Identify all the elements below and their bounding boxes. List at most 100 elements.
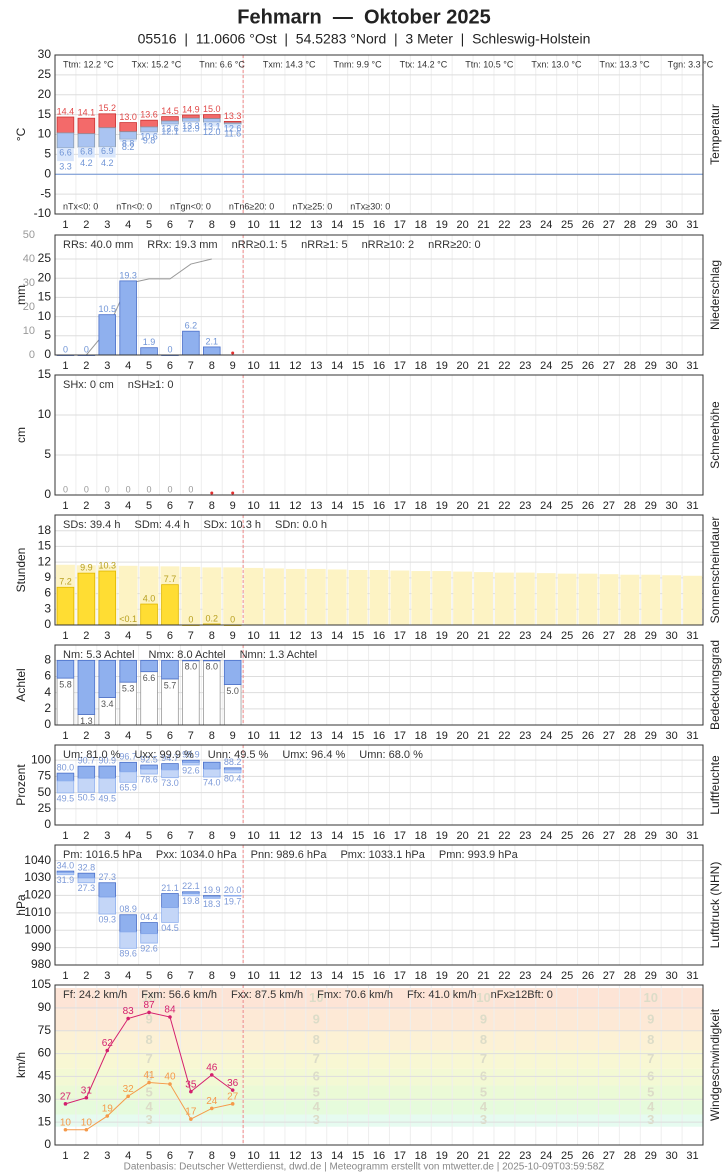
day-label: 3: [104, 830, 110, 842]
day-label: 9: [230, 360, 236, 372]
mean-point: [189, 1117, 193, 1121]
min-label: 18.3: [203, 899, 221, 909]
day-label: 15: [352, 730, 364, 742]
day-label: 8: [209, 500, 215, 512]
value-label: 7.2: [59, 577, 72, 587]
beaufort-label: 5: [480, 1085, 487, 1100]
side-label: Sonnenscheindauer: [708, 517, 722, 624]
stat: Tnm: 9.9 °C: [334, 59, 383, 69]
max-label: 13.6: [140, 110, 158, 120]
gust-point: [84, 1095, 89, 1100]
min-label: 78.6: [140, 774, 158, 784]
day-label: 7: [188, 360, 194, 372]
gust-point: [209, 1073, 214, 1077]
day-label: 28: [624, 500, 636, 512]
day-label: 5: [146, 630, 152, 642]
y-tick-label: 0: [44, 817, 51, 831]
day-label: 12: [289, 1150, 301, 1162]
temp-max: [77, 117, 96, 135]
day-label: 4: [125, 219, 131, 231]
stat: Ffx: 41.0 km/h: [407, 989, 477, 1001]
y2-tick-label: 50: [23, 229, 35, 241]
panel-frame: [54, 54, 704, 215]
day-label: 31: [686, 219, 698, 231]
gust-label: 62: [102, 1038, 114, 1049]
day-label: 11: [269, 219, 280, 231]
range-upper: [161, 893, 179, 909]
day-label: 1: [62, 830, 68, 842]
beaufort-band: [55, 1114, 703, 1127]
day-label: 14: [331, 360, 343, 372]
day-label: 14: [331, 1150, 343, 1162]
max-label: 08.9: [119, 904, 137, 914]
day-label: 15: [352, 219, 364, 231]
day-label: 19: [436, 500, 448, 512]
y-tick-label: 1010: [24, 905, 51, 919]
day-label: 28: [624, 360, 636, 372]
stat: Tnn: 6.6 °C: [199, 59, 245, 69]
beaufort-band: [55, 1100, 703, 1115]
day-label: 19: [436, 1150, 448, 1162]
stat: Txn: 13.0 °C: [531, 59, 582, 69]
value-label: 0: [126, 484, 131, 494]
day-label: 27: [603, 500, 615, 512]
day-label: 22: [498, 360, 510, 372]
possible-bar: [620, 574, 640, 625]
min-label: 19.8: [182, 896, 200, 906]
day-label: 5: [146, 1150, 152, 1162]
stat: Nm: 5.3 Achtel: [63, 649, 135, 661]
min-label: 6.9: [101, 146, 114, 156]
panel: [55, 745, 703, 825]
ground-label: 9.8: [143, 136, 156, 146]
possible-bar: [515, 572, 535, 625]
side-label: Temperatur: [708, 104, 722, 165]
day-label: 25: [561, 219, 573, 231]
day-label: 9: [230, 830, 236, 842]
day-label: 5: [146, 219, 152, 231]
day-label: 24: [540, 219, 552, 231]
y-tick-label: 15: [38, 1114, 52, 1128]
day-label: 30: [666, 360, 678, 372]
day-label: 3: [104, 970, 110, 982]
day-label: 22: [498, 1150, 510, 1162]
bar: [77, 572, 96, 626]
min-label: 50.5: [78, 793, 96, 803]
day-label: 23: [519, 970, 531, 982]
day-label: 6: [167, 830, 173, 842]
gust-label: 27: [60, 1091, 72, 1102]
day-label: 12: [289, 830, 301, 842]
clear-bar: [161, 659, 179, 680]
possible-bar: [348, 570, 368, 625]
day-label: 27: [603, 219, 615, 231]
value-label: 4.0: [143, 593, 156, 603]
range-upper: [119, 761, 137, 773]
side-label: Schneehöhe: [708, 401, 722, 469]
y-axis-label: Achtel: [14, 668, 28, 701]
min-label: 80.4: [224, 773, 242, 783]
missing-dot: [210, 491, 214, 495]
gust-label: 31: [81, 1085, 93, 1096]
value-label: 0: [63, 344, 68, 354]
stat: Pnn: 989.6 hPa: [251, 849, 328, 861]
gust-point: [168, 1015, 172, 1019]
day-label: 31: [686, 360, 698, 372]
beaufort-label: 8: [480, 1032, 487, 1047]
day-label: 14: [331, 970, 343, 982]
possible-bar: [202, 567, 222, 625]
day-label: 23: [519, 630, 531, 642]
min-label: 49.5: [98, 793, 116, 803]
beaufort-label: 9: [480, 1011, 487, 1026]
day-label: 20: [456, 1150, 468, 1162]
y-tick-label: 0: [44, 347, 51, 361]
day-label: 15: [352, 360, 364, 372]
day-label: 6: [167, 970, 173, 982]
y-tick-label: 15: [38, 107, 52, 121]
mean-label: 27: [227, 1091, 239, 1102]
beaufort-label: 3: [647, 1112, 654, 1127]
beaufort-label: 10: [142, 990, 156, 1005]
min-label: 19.7: [224, 896, 242, 906]
beaufort-label: 4: [647, 1099, 655, 1114]
gust-point: [230, 1088, 235, 1092]
day-label: 27: [603, 630, 615, 642]
